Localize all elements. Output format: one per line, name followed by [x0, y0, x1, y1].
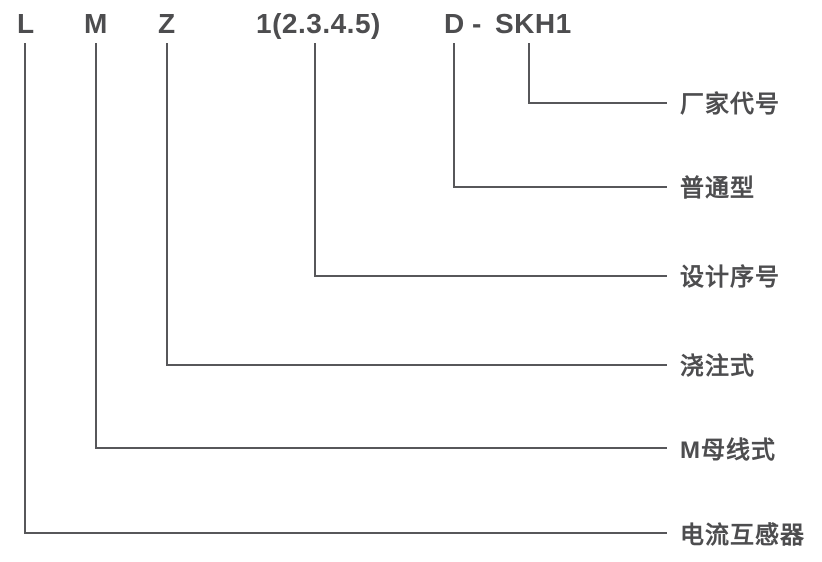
connector-line-skh1-to-manufacturer-code — [528, 43, 667, 104]
code-part-d: D — [444, 8, 465, 39]
code-part-skh1: SKH1 — [495, 8, 572, 39]
connector-line-m-to-busbar-type — [95, 43, 667, 449]
connector-line-serial-to-design-number — [314, 43, 667, 277]
label-cast-type: 浇注式 — [680, 353, 755, 380]
label-busbar-type: M母线式 — [680, 437, 776, 464]
code-part-dash: - — [472, 8, 482, 39]
label-current-transformer: 电流互感器 — [680, 522, 805, 549]
code-part-serial-no: 1(2.3.4.5) — [256, 8, 381, 39]
connector-line-l-to-current-transformer — [24, 43, 667, 534]
code-part-m: M — [84, 8, 108, 39]
label-ordinary-type: 普通型 — [680, 175, 755, 202]
label-design-number: 设计序号 — [680, 264, 780, 291]
label-manufacturer-code: 厂家代号 — [680, 91, 780, 118]
code-part-l: L — [17, 8, 35, 39]
connector-line-d-to-ordinary-type — [453, 43, 667, 188]
connector-line-z-to-cast-type — [166, 43, 667, 366]
code-part-z: Z — [158, 8, 176, 39]
